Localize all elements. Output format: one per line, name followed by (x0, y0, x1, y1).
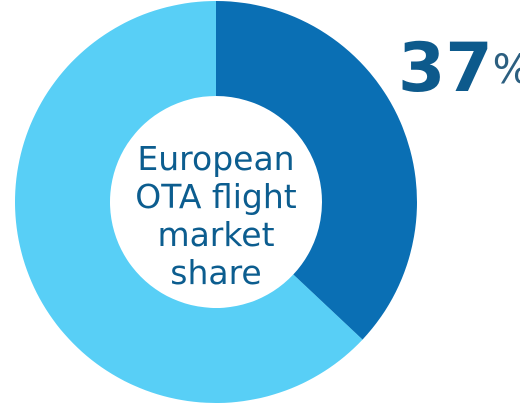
page: 37% European OTA flight market share (0, 0, 520, 403)
value-label: 37% (398, 29, 520, 108)
chart-title: European OTA flight market share (126, 140, 306, 292)
